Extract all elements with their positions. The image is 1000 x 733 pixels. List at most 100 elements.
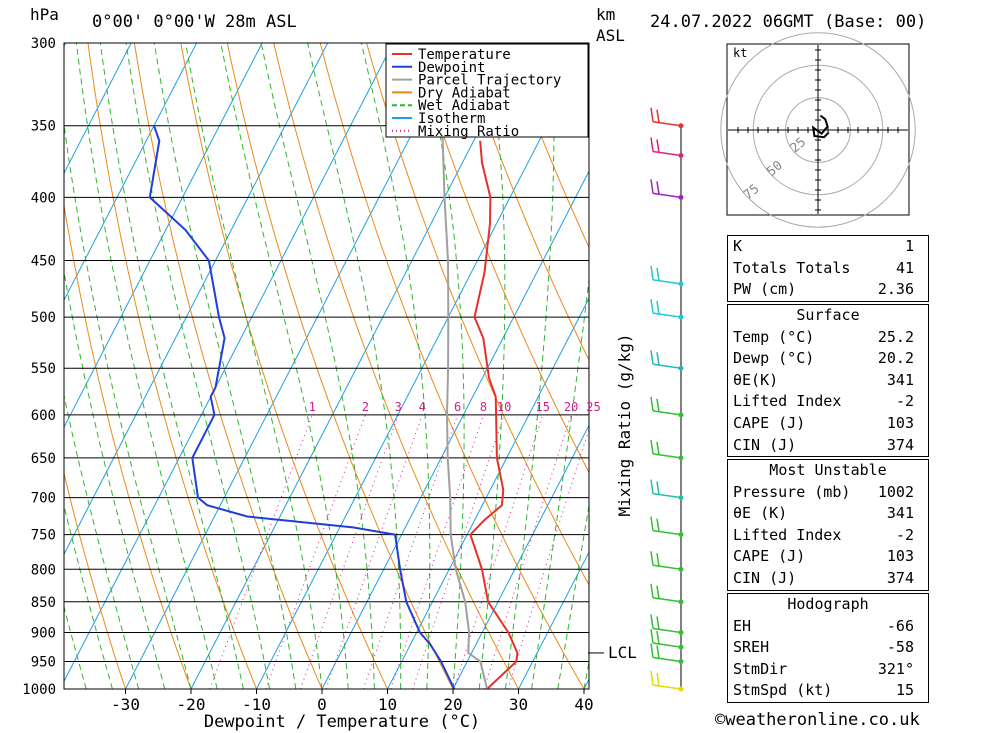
mixing-ratio-line bbox=[362, 414, 459, 689]
pressure-tick-label: 600 bbox=[31, 408, 56, 424]
wind-barb-flag bbox=[650, 516, 654, 531]
hodograph-row: StmDir 321° bbox=[733, 659, 914, 678]
legend-box bbox=[385, 43, 589, 138]
surface-row: Temp (°C) 25.2 bbox=[733, 327, 914, 346]
legend-item-label: Temperature bbox=[418, 47, 511, 63]
wind-barb bbox=[652, 642, 682, 648]
mixing-ratio-axis-label: Mixing Ratio (g/kg) bbox=[615, 333, 634, 516]
isotherm-line bbox=[387, 297, 589, 689]
mixing-ratio-label: 2 bbox=[362, 400, 369, 414]
x-tick-label: 20 bbox=[443, 695, 462, 714]
most-unstable-row: θE (K) 341 bbox=[733, 504, 914, 523]
surface-box: Surface Temp (°C) 25.2 Dewp (°C) 20.2 θE(K… bbox=[727, 304, 929, 458]
wind-point bbox=[678, 123, 684, 129]
wind-point bbox=[678, 644, 684, 650]
wind-point bbox=[678, 455, 684, 461]
wind-barb-flag bbox=[650, 583, 654, 598]
x-axis-label: Dewpoint / Temperature (°C) bbox=[204, 712, 480, 732]
legend-item-label: Wet Adiabat bbox=[418, 98, 511, 114]
x-tick-label: 30 bbox=[509, 695, 528, 714]
x-tick-label: -30 bbox=[111, 695, 140, 714]
isotherm-line bbox=[518, 551, 589, 689]
mixing-ratio-label: 15 bbox=[535, 400, 549, 414]
dry-adiabat-line bbox=[87, 43, 257, 689]
pressure-tick-label: 400 bbox=[31, 190, 56, 206]
mixing-ratio-line bbox=[325, 414, 423, 689]
mixing-ratio-line bbox=[453, 414, 544, 689]
isotherm-line bbox=[321, 170, 589, 689]
dry-adiabat-line bbox=[505, 43, 589, 249]
dry-adiabat-line bbox=[970, 43, 1000, 689]
surface-row: Lifted Index -2 bbox=[733, 392, 914, 411]
wet-adiabat-line bbox=[504, 43, 555, 689]
wind-point bbox=[678, 281, 684, 287]
most-unstable-title: Most Unstable bbox=[769, 461, 887, 479]
mixing-ratio-label: 8 bbox=[480, 400, 487, 414]
wind-barb bbox=[652, 312, 682, 318]
isotherm-line bbox=[452, 424, 589, 689]
mixing-ratio-label: 10 bbox=[497, 400, 511, 414]
dry-adiabat-line bbox=[319, 43, 585, 689]
wind-barb-flag bbox=[650, 439, 654, 454]
mixing-ratio-label: 20 bbox=[564, 400, 578, 414]
dry-adiabat-line bbox=[64, 471, 126, 689]
wind-barb-flag bbox=[650, 265, 654, 280]
hodograph-box: Hodograph EH -66 SREH -58 StmDir 321° StmSp… bbox=[727, 593, 929, 703]
mixing-ratio-label: 6 bbox=[454, 400, 461, 414]
dry-adiabat-line bbox=[459, 43, 589, 362]
wind-barb bbox=[652, 192, 682, 199]
wind-point bbox=[678, 532, 684, 538]
hodograph-row: StmSpd (kt) 15 bbox=[733, 681, 914, 700]
x-tick-label: -10 bbox=[242, 695, 271, 714]
pressure-tick-label: 700 bbox=[31, 491, 56, 507]
wind-point bbox=[678, 412, 684, 418]
wind-barb bbox=[652, 410, 682, 416]
mixing-ratio-line bbox=[300, 414, 399, 689]
mixing-ratio-line bbox=[390, 414, 484, 689]
hodograph-row: SREH -58 bbox=[733, 638, 914, 657]
wind-barb bbox=[652, 529, 682, 536]
wind-point bbox=[678, 194, 684, 200]
isotherm-line bbox=[64, 43, 198, 302]
mixing-ratio-label: 4 bbox=[419, 400, 426, 414]
most-unstable-row: Pressure (mb) 1002 bbox=[733, 482, 914, 501]
isotherm-line bbox=[64, 43, 329, 556]
wind-barb-flag bbox=[656, 481, 660, 495]
surface-row: CAPE (J) 103 bbox=[733, 413, 914, 432]
legend-item-label: Dry Adiabat bbox=[418, 85, 511, 101]
wind-barb-flag bbox=[656, 631, 660, 645]
wind-point bbox=[678, 566, 684, 572]
wind-barb-flag bbox=[656, 585, 660, 599]
wind-barb bbox=[652, 684, 682, 690]
wind-barb-flag bbox=[656, 518, 660, 532]
hodograph-trace bbox=[811, 114, 830, 139]
wet-adiabat-line bbox=[99, 43, 244, 689]
wind-point bbox=[678, 365, 684, 371]
wind-barb-flag bbox=[650, 479, 654, 494]
legend-item-label: Mixing Ratio bbox=[418, 124, 519, 140]
wind-barb-flag bbox=[650, 551, 654, 566]
wind-barb-flag bbox=[650, 179, 654, 194]
pressure-tick-label: 450 bbox=[31, 254, 56, 270]
x-tick-label: 0 bbox=[317, 695, 327, 714]
mixing-ratio-label: 1 bbox=[309, 400, 316, 414]
legend-item-label: Dewpoint bbox=[418, 60, 485, 76]
wind-barb-flag bbox=[650, 629, 654, 644]
wind-barb-flag bbox=[650, 670, 654, 686]
wind-barb bbox=[652, 453, 682, 459]
dry-adiabat-line bbox=[924, 43, 1000, 689]
wind-barb-flag bbox=[656, 616, 660, 630]
wind-point bbox=[678, 658, 684, 664]
wet-adiabat-line bbox=[220, 43, 349, 689]
wind-barb-flag bbox=[656, 672, 660, 687]
wind-barb bbox=[652, 597, 682, 603]
copyright-link[interactable]: ©weatheronline.co.uk bbox=[715, 710, 920, 730]
isotherm-line bbox=[64, 43, 394, 683]
wet-adiabat-line bbox=[125, 43, 271, 689]
pressure-tick-label: 850 bbox=[31, 595, 56, 611]
datetime-label: 24.07.2022 06GMT (Base: 00) bbox=[650, 12, 927, 32]
index-row-pw: PW (cm) 2.36 bbox=[733, 280, 914, 299]
